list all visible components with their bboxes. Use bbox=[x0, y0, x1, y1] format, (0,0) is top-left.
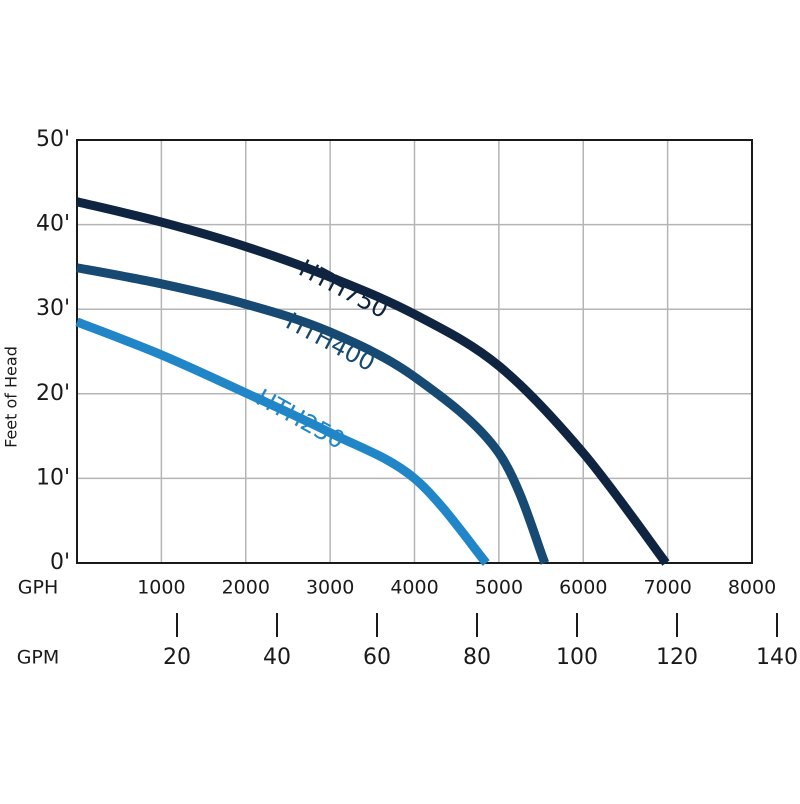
x2-tick-label: 60 bbox=[363, 645, 391, 670]
x2-tick-label: 140 bbox=[756, 645, 798, 670]
x-tick-label: 2000 bbox=[222, 577, 270, 599]
x-tick-label: 8000 bbox=[728, 577, 776, 599]
plot-frame bbox=[76, 139, 753, 564]
pump-curve bbox=[75, 197, 670, 566]
y-tick-label: 10' bbox=[36, 465, 70, 490]
x-tick-label: 5000 bbox=[475, 577, 523, 599]
x-tick-label: 6000 bbox=[559, 577, 607, 599]
x-tick-label: 7000 bbox=[643, 577, 691, 599]
pump-curve bbox=[76, 263, 550, 565]
x2-tick-label: 100 bbox=[556, 645, 598, 670]
y-tick-label: 0' bbox=[50, 550, 70, 575]
x-axis-title: GPH bbox=[18, 577, 58, 599]
curve-label: HTH750 bbox=[294, 254, 392, 324]
x2-tick-label: 120 bbox=[656, 645, 698, 670]
x2-tick-label: 20 bbox=[163, 645, 191, 670]
x-tick-label: 3000 bbox=[306, 577, 354, 599]
x2-tick-label: 40 bbox=[263, 645, 291, 670]
y-tick-label: 20' bbox=[36, 381, 70, 406]
pump-curve bbox=[75, 317, 490, 566]
y-tick-label: 40' bbox=[36, 212, 70, 237]
x2-axis-title: GPM bbox=[17, 647, 60, 669]
y-tick-label: 50' bbox=[36, 127, 70, 152]
y-axis-title: Feet of Head bbox=[2, 346, 21, 448]
y-tick-label: 30' bbox=[36, 296, 70, 321]
x-tick-label: 1000 bbox=[137, 577, 185, 599]
x-tick-label: 4000 bbox=[390, 577, 438, 599]
x2-tick-label: 80 bbox=[463, 645, 491, 670]
